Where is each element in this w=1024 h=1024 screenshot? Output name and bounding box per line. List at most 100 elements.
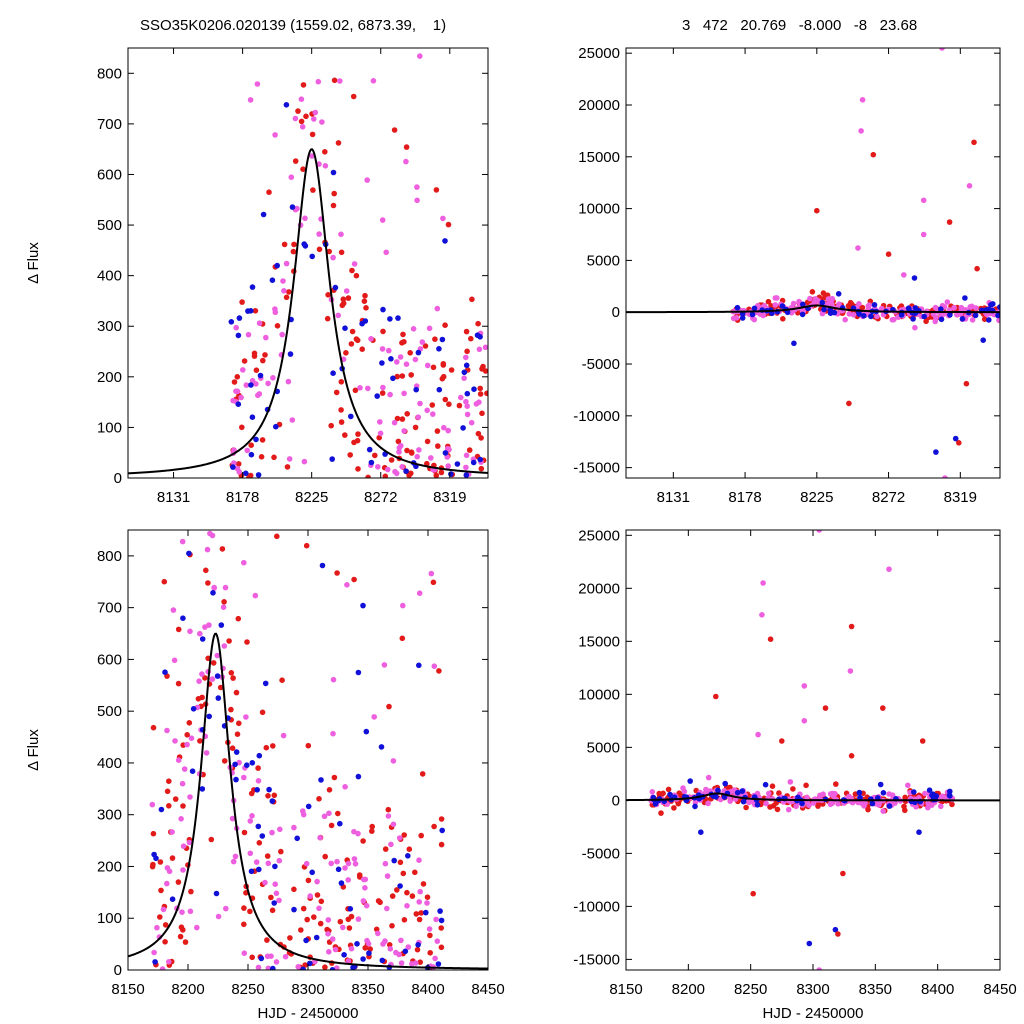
data-point-magenta bbox=[404, 903, 410, 909]
data-point-magenta bbox=[244, 447, 250, 454]
data-point-blue bbox=[868, 313, 874, 320]
data-point-blue bbox=[857, 794, 863, 801]
data-point-magenta bbox=[938, 803, 944, 810]
data-point-magenta bbox=[441, 424, 447, 431]
data-point-blue bbox=[911, 789, 917, 795]
data-point-blue bbox=[215, 695, 222, 701]
data-point-red bbox=[264, 853, 271, 859]
data-point-red bbox=[305, 742, 312, 749]
plot-frame bbox=[127, 529, 489, 971]
outlier-point bbox=[779, 738, 785, 744]
data-point-blue bbox=[436, 386, 443, 393]
data-point-blue bbox=[749, 311, 756, 318]
data-point-red bbox=[412, 869, 418, 876]
panel-bottom-right: 8150 8200 8250 8300 8350 8400 8450 -15000 -10000… bbox=[573, 527, 1016, 1022]
model-fit-curve bbox=[626, 304, 1000, 314]
data-point-magenta bbox=[272, 306, 278, 312]
data-point-red bbox=[287, 935, 293, 941]
data-point-magenta bbox=[160, 906, 167, 913]
data-point-red bbox=[169, 855, 176, 861]
data-point-red bbox=[337, 918, 344, 925]
data-point-magenta bbox=[330, 676, 337, 683]
data-point-magenta bbox=[416, 447, 422, 453]
data-point-magenta bbox=[252, 592, 259, 599]
outlier-point bbox=[901, 272, 907, 278]
data-point-blue bbox=[906, 306, 912, 313]
data-point-blue bbox=[249, 760, 256, 766]
data-point-red bbox=[412, 424, 419, 431]
data-point-red bbox=[149, 863, 156, 870]
data-point-magenta bbox=[179, 780, 186, 787]
data-point-blue bbox=[997, 304, 1000, 310]
data-point-red bbox=[803, 782, 809, 789]
data-point-blue bbox=[189, 768, 196, 774]
data-point-blue bbox=[347, 906, 354, 912]
data-point-red bbox=[365, 474, 371, 478]
data-point-blue bbox=[722, 780, 728, 787]
data-point-red bbox=[419, 771, 426, 777]
data-point-blue bbox=[313, 934, 320, 941]
data-point-red bbox=[424, 438, 431, 445]
data-point-blue bbox=[470, 459, 477, 466]
data-point-red bbox=[675, 800, 682, 807]
data-point-magenta bbox=[377, 430, 384, 437]
data-point-red bbox=[304, 916, 311, 923]
data-point-red bbox=[295, 108, 301, 114]
data-point-magenta bbox=[360, 898, 367, 904]
data-point-red bbox=[328, 422, 335, 429]
data-point-magenta bbox=[379, 346, 386, 352]
data-point-magenta bbox=[932, 318, 938, 325]
data-point-blue bbox=[402, 948, 409, 955]
data-point-magenta bbox=[233, 324, 239, 331]
data-point-red bbox=[463, 328, 470, 335]
data-point-magenta bbox=[434, 305, 441, 312]
data-point-magenta bbox=[232, 853, 239, 860]
data-point-magenta bbox=[381, 662, 388, 668]
data-point-magenta bbox=[416, 857, 422, 863]
data-point-magenta bbox=[396, 835, 403, 841]
data-point-magenta bbox=[241, 950, 248, 956]
data-point-blue bbox=[819, 299, 826, 306]
data-point-magenta bbox=[169, 829, 175, 835]
data-point-red bbox=[436, 668, 442, 674]
data-point-red bbox=[442, 396, 449, 403]
data-point-magenta bbox=[321, 813, 328, 820]
data-point-red bbox=[404, 411, 411, 417]
data-point-magenta bbox=[326, 810, 332, 817]
x-tick-label: 8250 bbox=[231, 981, 264, 998]
data-point-magenta bbox=[458, 394, 464, 401]
data-point-magenta bbox=[392, 468, 398, 475]
data-point-red bbox=[239, 424, 245, 431]
data-point-blue bbox=[423, 909, 429, 916]
data-point-magenta bbox=[424, 362, 431, 369]
data-point-blue bbox=[248, 382, 254, 388]
data-point-blue bbox=[366, 950, 372, 956]
data-point-magenta bbox=[280, 278, 286, 284]
data-point-blue bbox=[762, 781, 769, 788]
data-point-magenta bbox=[230, 858, 237, 865]
data-point-magenta bbox=[332, 946, 339, 953]
data-point-blue bbox=[230, 464, 236, 470]
data-point-red bbox=[326, 248, 333, 255]
data-point-magenta bbox=[913, 804, 919, 810]
data-point-magenta bbox=[463, 452, 470, 459]
data-point-magenta bbox=[164, 727, 170, 734]
data-point-red bbox=[239, 299, 245, 305]
data-point-blue bbox=[880, 790, 887, 796]
data-point-blue bbox=[835, 291, 842, 297]
data-point-magenta bbox=[424, 407, 431, 414]
data-point-magenta bbox=[355, 830, 361, 837]
data-point-magenta bbox=[179, 538, 186, 545]
data-point-red bbox=[429, 402, 436, 408]
data-point-blue bbox=[739, 788, 746, 794]
data-point-magenta bbox=[247, 97, 254, 103]
data-point-blue bbox=[190, 706, 197, 712]
data-point-red bbox=[208, 836, 215, 843]
data-point-red bbox=[335, 140, 342, 146]
data-point-magenta bbox=[187, 628, 193, 635]
data-point-blue bbox=[360, 956, 366, 962]
data-point-magenta bbox=[766, 790, 772, 797]
data-point-red bbox=[338, 249, 345, 256]
data-point-magenta bbox=[384, 905, 390, 912]
